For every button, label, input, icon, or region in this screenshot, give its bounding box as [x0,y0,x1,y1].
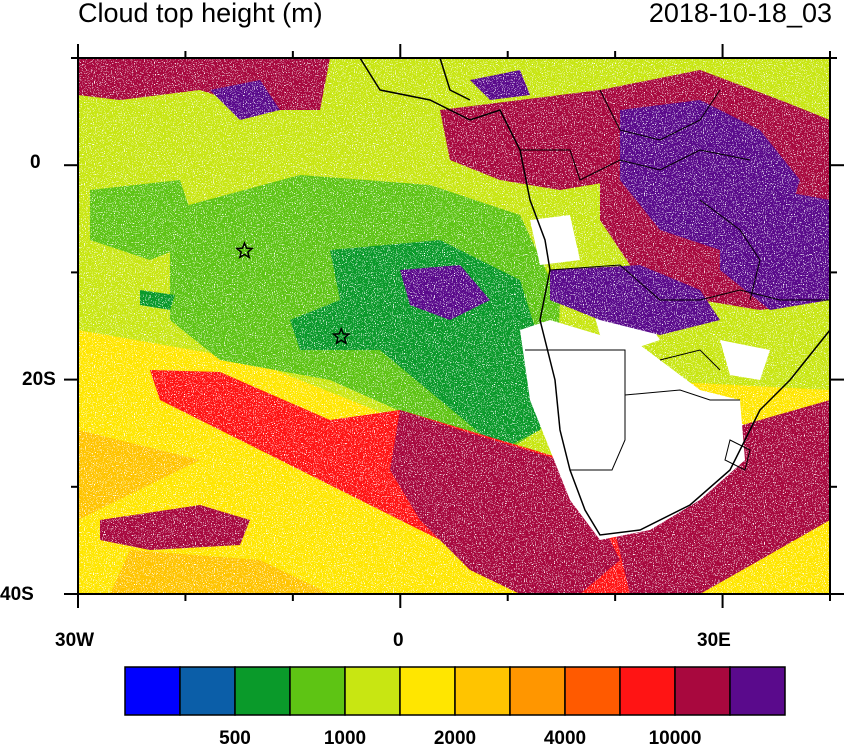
colorbar-label: 1000 [323,728,367,749]
colorbar-label: 10000 [648,728,702,749]
map-frame [77,57,831,595]
map-field [78,58,830,594]
map-timestamp: 2018-10-18_03 [648,0,832,28]
colorbar-swatch [124,666,181,716]
star-marker [234,240,255,260]
colorbar-swatch [344,666,401,716]
x-tick-label-30e: 30E [697,630,731,651]
colorbar-swatch [454,666,511,716]
markers [234,240,351,345]
colorbar-swatch [289,666,346,716]
colorbar-swatch [179,666,236,716]
colorbar-label: 4000 [543,728,587,749]
colorbar-swatch [729,666,786,716]
star-marker [331,326,351,345]
x-tick-label-30w: 30W [55,630,95,651]
x-tick-label-0: 0 [393,630,404,651]
colorbar-label: 500 [219,728,251,749]
colorbar-swatch [509,666,566,716]
colorbar-swatch [674,666,731,716]
y-tick-label-20s: 20S [22,369,56,390]
colorbar [124,666,786,716]
axis-ticks [64,44,844,608]
colorbar-label: 2000 [433,728,477,749]
y-tick-label-0: 0 [30,152,41,173]
coastline [359,58,830,536]
colorbar-swatch [564,666,621,716]
map-title: Cloud top height (m) [78,0,323,28]
colorbar-swatch [399,666,456,716]
y-tick-label-40s: 40S [0,584,34,605]
colorbar-swatch [619,666,676,716]
colorbar-swatch [234,666,291,716]
